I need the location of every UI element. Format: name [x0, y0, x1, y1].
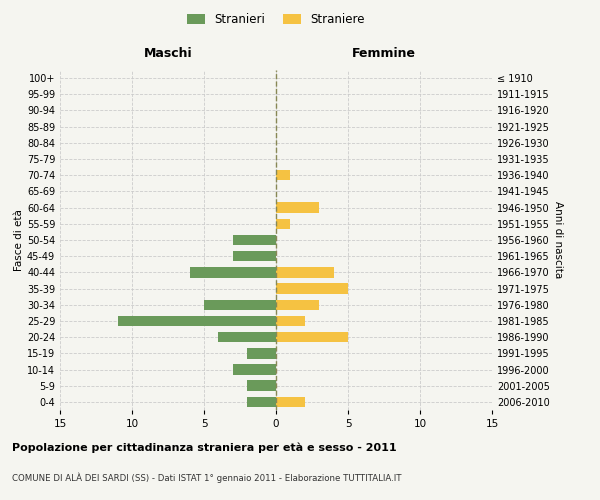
Bar [218, 332, 276, 342]
Text: Popolazione per cittadinanza straniera per età e sesso - 2011: Popolazione per cittadinanza straniera p… [12, 442, 397, 453]
Bar [276, 300, 319, 310]
Bar [233, 251, 276, 262]
Bar [276, 218, 290, 229]
Bar [247, 380, 276, 391]
Text: COMUNE DI ALÀ DEI SARDI (SS) - Dati ISTAT 1° gennaio 2011 - Elaborazione TUTTITA: COMUNE DI ALÀ DEI SARDI (SS) - Dati ISTA… [12, 472, 401, 483]
Bar [276, 202, 319, 213]
Bar [247, 396, 276, 407]
Bar [276, 267, 334, 278]
Bar [233, 364, 276, 375]
Bar [204, 300, 276, 310]
Bar [276, 170, 290, 180]
Bar [276, 396, 305, 407]
Bar [233, 234, 276, 246]
Y-axis label: Anni di nascita: Anni di nascita [553, 202, 563, 278]
Bar [247, 348, 276, 358]
Legend: Stranieri, Straniere: Stranieri, Straniere [182, 8, 370, 31]
Bar [276, 332, 348, 342]
Bar [190, 267, 276, 278]
Text: Maschi: Maschi [143, 48, 193, 60]
Bar [276, 316, 305, 326]
Bar [118, 316, 276, 326]
Text: Femmine: Femmine [352, 48, 416, 60]
Bar [276, 284, 348, 294]
Y-axis label: Fasce di età: Fasce di età [14, 209, 24, 271]
